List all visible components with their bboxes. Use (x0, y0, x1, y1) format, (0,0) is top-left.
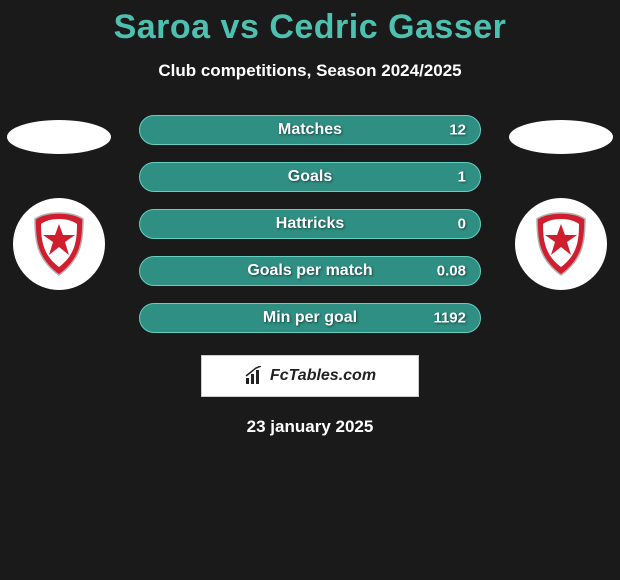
stats-list: Matches 12 Goals 1 Hattricks 0 Goals per… (139, 115, 481, 333)
player2-club-badge (515, 198, 607, 290)
stat-row: Hattricks 0 (139, 209, 481, 239)
stat-label: Goals (288, 168, 332, 186)
player1-column (4, 120, 114, 290)
bar-chart-icon (244, 366, 264, 386)
player1-silhouette-icon (7, 120, 111, 154)
stat-value-right: 0 (458, 216, 466, 233)
page-title: Saroa vs Cedric Gasser (0, 0, 620, 47)
stat-label: Hattricks (276, 215, 344, 233)
stat-value-right: 1 (458, 169, 466, 186)
player1-club-badge (13, 198, 105, 290)
title-vs: vs (221, 8, 260, 46)
stat-label: Min per goal (263, 309, 357, 327)
stat-row: Goals per match 0.08 (139, 256, 481, 286)
stat-value-right: 12 (449, 122, 466, 139)
stat-row: Goals 1 (139, 162, 481, 192)
title-player2: Cedric Gasser (269, 8, 506, 46)
shield-icon (31, 211, 87, 277)
subtitle: Club competitions, Season 2024/2025 (0, 61, 620, 81)
stat-value-right: 0.08 (437, 263, 466, 280)
title-player1: Saroa (114, 8, 211, 46)
stat-row: Min per goal 1192 (139, 303, 481, 333)
stat-row: Matches 12 (139, 115, 481, 145)
player2-silhouette-icon (509, 120, 613, 154)
shield-icon (533, 211, 589, 277)
stat-value-right: 1192 (433, 310, 466, 327)
date-label: 23 january 2025 (0, 417, 620, 437)
comparison-card: Saroa vs Cedric Gasser Club competitions… (0, 0, 620, 437)
brand-text: FcTables.com (270, 367, 376, 385)
stat-label: Goals per match (247, 262, 372, 280)
player2-column (506, 120, 616, 290)
brand-badge: FcTables.com (201, 355, 419, 397)
stat-label: Matches (278, 121, 342, 139)
